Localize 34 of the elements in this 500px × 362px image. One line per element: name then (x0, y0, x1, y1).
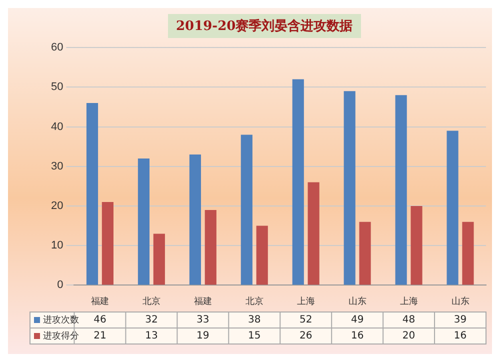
data-label: 52 (299, 314, 312, 326)
chart-title: 2019-20赛季刘晏含进攻数据 (168, 14, 361, 38)
data-label: 38 (248, 314, 261, 326)
data-label: 49 (350, 314, 364, 326)
x-tick-label: 山东 (348, 296, 366, 306)
y-tick-label: 0 (57, 279, 64, 292)
y-tick-label: 60 (50, 42, 64, 54)
legend-label: 进攻次数 (43, 314, 79, 326)
x-tick-label: 上海 (400, 296, 418, 306)
x-tick-label: 上海 (296, 296, 315, 306)
y-tick-label: 40 (50, 120, 64, 133)
data-label: 16 (350, 330, 364, 342)
data-label: 21 (94, 330, 106, 342)
data-label: 16 (454, 330, 467, 342)
data-label: 13 (145, 330, 158, 342)
data-label: 20 (402, 330, 416, 342)
legend-label: 进攻得分 (43, 330, 79, 342)
x-tick-label: 福建 (194, 296, 212, 306)
data-label: 32 (145, 314, 158, 326)
x-tick-label: 北京 (245, 296, 264, 306)
data-label: 33 (196, 314, 210, 326)
data-label: 15 (248, 330, 261, 342)
x-tick-label: 福建 (90, 296, 109, 306)
y-tick-label: 50 (50, 81, 64, 94)
data-label: 48 (402, 314, 416, 326)
y-tick-label: 10 (50, 240, 64, 252)
data-label: 19 (196, 330, 210, 342)
y-tick-label: 20 (50, 200, 64, 212)
data-label: 39 (454, 314, 467, 326)
data-label: 26 (299, 330, 312, 342)
x-tick-label: 北京 (142, 296, 160, 306)
x-tick-label: 山东 (451, 296, 470, 306)
y-tick-label: 30 (50, 160, 64, 172)
data-label: 46 (94, 314, 106, 326)
